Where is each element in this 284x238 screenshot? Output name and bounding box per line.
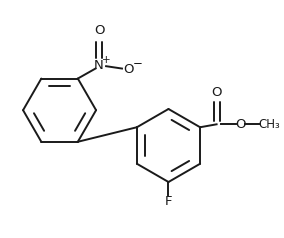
Text: F: F [165, 195, 172, 208]
Text: CH₃: CH₃ [258, 118, 280, 131]
Text: O: O [235, 118, 246, 131]
Text: O: O [211, 86, 222, 99]
Text: −: − [132, 57, 142, 70]
Text: O: O [94, 24, 104, 37]
Text: N: N [94, 59, 104, 72]
Text: O: O [123, 63, 134, 76]
Text: +: + [102, 55, 111, 65]
